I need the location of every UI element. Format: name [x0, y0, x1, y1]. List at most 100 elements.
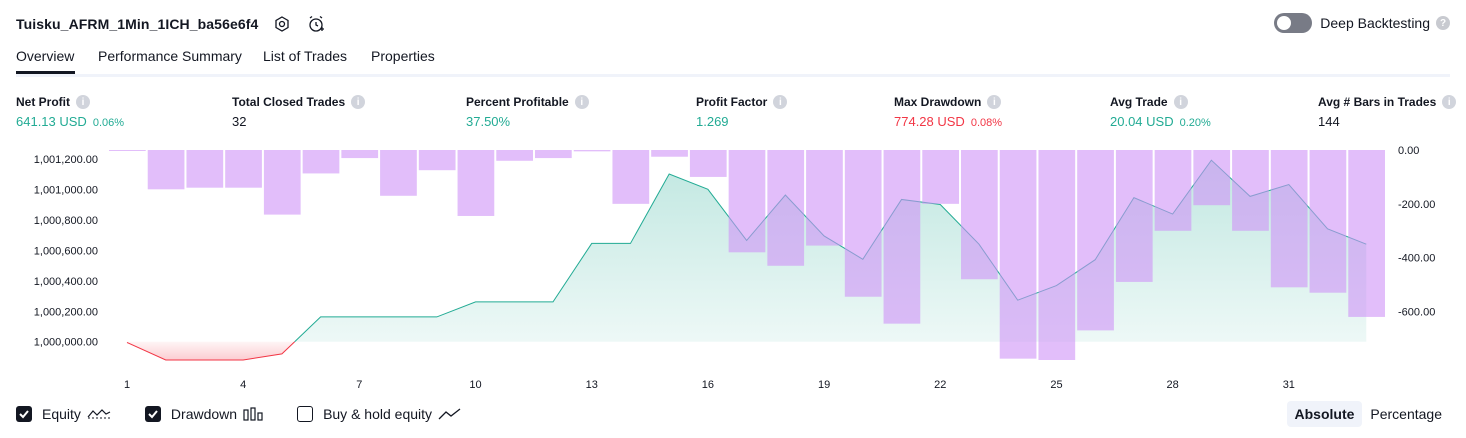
x-axis-tick-label: 4: [240, 379, 246, 391]
x-axis-tick-label: 25: [1050, 379, 1062, 391]
x-axis-tick-label: 28: [1167, 379, 1179, 391]
checkbox-checked[interactable]: [144, 406, 161, 422]
drawdown-bar: [186, 150, 224, 188]
left-axis-tick-label: 1,000,600.00: [34, 245, 98, 257]
info-icon[interactable]: i: [987, 95, 1002, 109]
tab-overview[interactable]: Overview: [16, 48, 75, 64]
x-axis-tick-label: 1: [124, 379, 130, 391]
drawdown-bar: [535, 150, 572, 159]
mode-percentage[interactable]: Percentage: [1370, 406, 1442, 422]
drawdown-bar: [1270, 150, 1308, 288]
equity-drawdown-chart[interactable]: 1,000,000.00 1,000,200.00 1,000,400.00 1,00…: [0, 140, 1466, 395]
drawdown-bars-icon: [243, 407, 263, 421]
equity-line-icon: [87, 407, 111, 421]
drawdown-bar: [225, 150, 262, 188]
chart-legend: Equity Drawdown Buy & hold equity: [16, 402, 496, 426]
legend-label: Equity: [42, 406, 81, 422]
metric-total-closed-trades: Total Closed Trades i 32: [232, 94, 366, 129]
legend-buy-hold-equity[interactable]: Buy & hold equity: [297, 406, 462, 422]
metric-value: 641.13 USD: [16, 114, 87, 129]
metric-avg-trade: Avg Trade i 20.04 USD 0.20%: [1110, 94, 1211, 129]
metric-label: Avg Trade: [1110, 95, 1168, 109]
tab-performance-summary[interactable]: Performance Summary: [98, 48, 242, 64]
metric-value: 144: [1318, 114, 1340, 129]
tab-properties[interactable]: Properties: [371, 48, 435, 64]
left-axis-tick-label: 1,001,000.00: [34, 185, 98, 197]
deep-backtesting-toggle[interactable]: [1274, 13, 1313, 33]
drawdown-bar: [844, 150, 882, 297]
metric-max-drawdown: Max Drawdown i 774.28 USD 0.08%: [894, 94, 1002, 129]
left-axis-tick-label: 1,000,000.00: [34, 337, 98, 349]
left-axis-tick-label: 1,000,200.00: [34, 306, 98, 318]
drawdown-bar: [1038, 150, 1076, 360]
checkbox-unchecked[interactable]: [297, 406, 314, 422]
legend-label: Drawdown: [170, 406, 238, 422]
drawdown-bar: [922, 150, 959, 204]
mode-absolute[interactable]: Absolute: [1286, 401, 1363, 427]
gear-icon[interactable]: [272, 14, 292, 34]
metric-value: 32: [232, 114, 247, 129]
drawdown-bar: [302, 150, 340, 174]
strategy-name: Tuisku_AFRM_1Min_1ICH_ba56e6f4: [16, 16, 259, 32]
drawdown-bar: [728, 150, 766, 253]
checkbox-checked[interactable]: [16, 406, 32, 422]
info-icon[interactable]: i: [574, 95, 589, 109]
tab-bar: Overview Performance Summary List of Tra…: [16, 44, 1450, 77]
equity-loss-line: [126, 341, 296, 361]
right-axis-tick-label: -600.00: [1398, 307, 1435, 319]
left-axis-tick-label: 1,000,800.00: [34, 215, 98, 227]
metric-percent: 0.08%: [970, 117, 1003, 129]
legend-equity[interactable]: Equity: [16, 406, 111, 422]
equity-loss-area: [127, 341, 295, 360]
scale-mode-switch: Absolute Percentage: [1286, 401, 1451, 427]
info-icon[interactable]: i: [1442, 95, 1457, 109]
drawdown-bar: [1309, 150, 1347, 293]
drawdown-bar: [1193, 150, 1231, 206]
x-axis-tick-label: 16: [702, 379, 714, 391]
drawdown-bar: [457, 150, 495, 216]
drawdown-bar: [147, 150, 185, 190]
legend-drawdown[interactable]: Drawdown: [144, 406, 263, 422]
info-icon[interactable]: i: [76, 95, 90, 109]
metric-percent-profitable: Percent Profitable i 37.50%: [466, 94, 589, 129]
drawdown-bar: [341, 150, 379, 159]
info-icon[interactable]: i: [1173, 95, 1188, 109]
left-axis-tick-label: 1,001,200.00: [34, 154, 98, 166]
drawdown-bar: [1077, 150, 1114, 331]
drawdown-bar: [418, 150, 456, 171]
x-axis-tick-label: 7: [356, 379, 362, 391]
drawdown-bar: [1115, 150, 1153, 282]
metric-value: 774.28 USD: [894, 114, 965, 129]
alarm-add-icon[interactable]: [306, 14, 326, 34]
info-icon[interactable]: i: [773, 95, 788, 109]
x-axis-tick-label: 10: [469, 379, 481, 391]
metric-label: Max Drawdown: [894, 95, 982, 109]
legend-label: Buy & hold equity: [323, 406, 433, 422]
drawdown-bar: [883, 150, 921, 324]
strategy-header: Tuisku_AFRM_1Min_1ICH_ba56e6f4: [16, 12, 326, 36]
metric-profit-factor: Profit Factor i 1.269: [696, 94, 788, 129]
metric-avg-bars-in-trades: Avg # Bars in Trades i 144: [1318, 94, 1457, 129]
left-axis-tick-label: 1,000,400.00: [34, 276, 98, 288]
right-axis-tick-label: -400.00: [1398, 253, 1435, 265]
x-axis-tick-label: 19: [818, 379, 830, 391]
drawdown-bar: [1348, 150, 1385, 317]
metric-percent: 0.20%: [1179, 117, 1211, 129]
active-tab-indicator: [16, 71, 75, 74]
drawdown-bar: [612, 150, 650, 204]
metric-label: Avg # Bars in Trades: [1318, 95, 1437, 109]
deep-backtesting-label: Deep Backtesting: [1320, 15, 1430, 31]
buy-hold-line-icon: [438, 407, 462, 421]
drawdown-bar: [263, 150, 301, 215]
drawdown-bar: [380, 150, 417, 196]
metric-label: Profit Factor: [696, 95, 768, 109]
drawdown-bar: [767, 150, 805, 266]
x-axis-tick-label: 13: [586, 379, 598, 391]
metric-value: 1.269: [696, 114, 729, 129]
tab-list-of-trades[interactable]: List of Trades: [263, 48, 348, 64]
right-axis-tick-label: 0.00: [1398, 145, 1419, 157]
help-icon[interactable]: ?: [1436, 16, 1450, 30]
x-axis-tick-label: 22: [934, 379, 946, 391]
metric-value: 20.04 USD: [1110, 114, 1174, 129]
info-icon[interactable]: i: [351, 95, 366, 109]
